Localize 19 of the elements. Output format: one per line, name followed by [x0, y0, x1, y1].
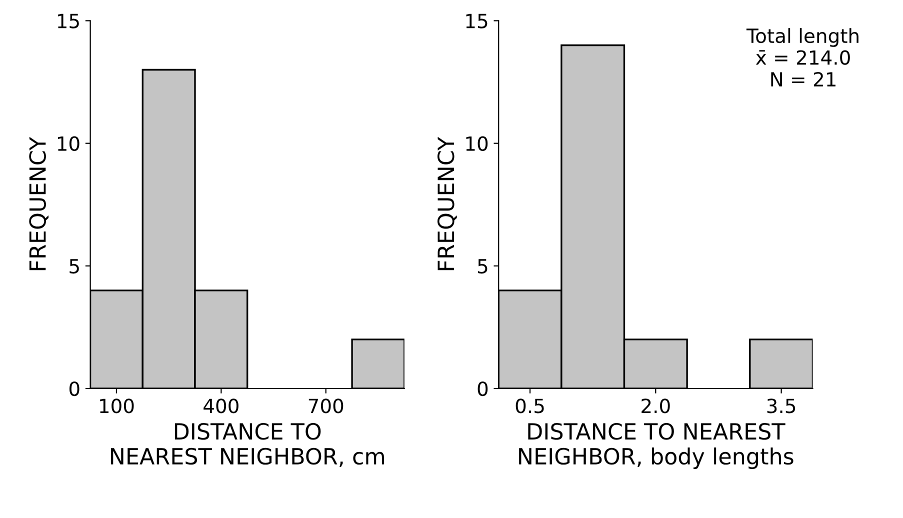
y-tick-label: 0 [69, 381, 80, 396]
x-tick-label: 400 [204, 398, 238, 414]
y-tick-label: 0 [478, 381, 488, 396]
x-tick-label: 3.5 [767, 398, 796, 414]
y-tick-label: 10 [58, 136, 80, 151]
y-axis-title: FREQUENCY [29, 136, 49, 270]
y-tick-label: 15 [466, 14, 488, 28]
x-tick-label: 0.5 [516, 398, 544, 414]
x-tick-label: 700 [308, 398, 344, 414]
x-axis-title: DISTANCE TO NEAREST NEIGHBOR, cm [111, 422, 384, 467]
x-tick-label: 100 [100, 398, 134, 414]
y-tick-label: 10 [466, 136, 488, 151]
x-axis-title: DISTANCE TO NEAREST NEIGHBOR, body lengths [519, 422, 794, 469]
x-tick-label: 2.0 [642, 398, 670, 414]
y-tick-label: 5 [70, 259, 79, 274]
y-tick-label: 5 [478, 259, 488, 274]
y-axis-title: FREQUENCY [437, 136, 457, 270]
annotation: Total length x̄ = 214.0 N = 21 [746, 28, 858, 86]
y-tick-label: 15 [58, 14, 79, 28]
